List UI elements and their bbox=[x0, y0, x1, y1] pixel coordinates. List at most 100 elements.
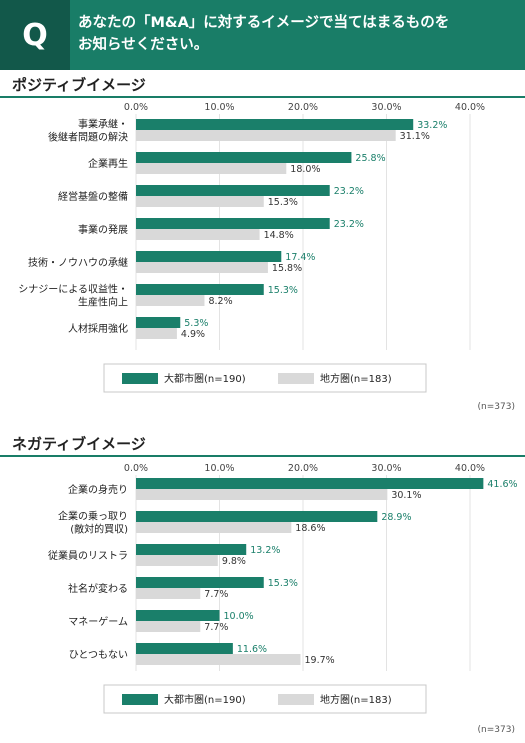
x-tick-label: 0.0% bbox=[124, 102, 148, 113]
data-label-metro: 25.8% bbox=[355, 153, 385, 164]
legend-label-local: 地方圏(n=183) bbox=[320, 372, 392, 385]
category-label: 企業の乗っ取り bbox=[58, 510, 128, 523]
legend-swatch-local bbox=[278, 694, 314, 705]
positive-chart: 0.0% 10.0% 20.0% 30.0% 40.0% 33.2% 31.1% 事業承継・後… bbox=[0, 98, 525, 398]
x-tick-label: 0.0% bbox=[124, 463, 148, 474]
bar-local bbox=[136, 489, 388, 500]
negative-chart: 0.0% 10.0% 20.0% 30.0% 40.0% 41.6% 30.1% 企業の身売り… bbox=[0, 457, 525, 722]
bar-local bbox=[136, 196, 264, 207]
bar-metro bbox=[136, 317, 181, 328]
category-label: 企業再生 bbox=[88, 157, 128, 170]
data-label-local: 14.8% bbox=[264, 230, 294, 241]
x-tick-label: 30.0% bbox=[371, 102, 401, 113]
data-label-local: 31.1% bbox=[400, 131, 430, 142]
category-label: マネーゲーム bbox=[68, 616, 128, 628]
category-label: 企業の身売り bbox=[68, 483, 128, 496]
category-label: (敵対的買収) bbox=[70, 523, 128, 536]
bar-metro bbox=[136, 577, 264, 588]
negative-n-note: (n=373) bbox=[477, 725, 515, 735]
category-label: 事業承継・ bbox=[78, 118, 128, 131]
positive-section-rule bbox=[0, 96, 525, 98]
bar-metro bbox=[136, 544, 247, 555]
data-label-metro: 28.9% bbox=[381, 512, 411, 523]
bar-local bbox=[136, 654, 301, 665]
question-text: あなたの「M&A」に対するイメージで当てはまるものを お知らせください。 bbox=[78, 12, 518, 56]
bar-local bbox=[136, 328, 177, 339]
x-tick-label: 40.0% bbox=[455, 102, 485, 113]
category-label: 後継者問題の解決 bbox=[48, 131, 128, 144]
data-label-metro: 11.6% bbox=[237, 644, 267, 655]
bar-metro bbox=[136, 185, 330, 196]
bar-local bbox=[136, 229, 260, 240]
legend-swatch-metro bbox=[122, 373, 158, 384]
data-label-local: 7.7% bbox=[204, 589, 228, 600]
data-label-metro: 13.2% bbox=[250, 545, 280, 556]
data-label-metro: 33.2% bbox=[417, 120, 447, 131]
legend-label-metro: 大都市圏(n=190) bbox=[164, 693, 246, 706]
bar-local bbox=[136, 163, 287, 174]
data-label-local: 19.7% bbox=[304, 655, 334, 666]
negative-section-title: ネガティブイメージ bbox=[12, 435, 146, 453]
data-label-local: 9.8% bbox=[222, 556, 246, 567]
data-label-local: 7.7% bbox=[204, 622, 228, 633]
positive-chart-svg: 0.0% 10.0% 20.0% 30.0% 40.0% 33.2%31.1% 事業承継・後… bbox=[18, 102, 485, 393]
bar-local bbox=[136, 262, 268, 273]
negative-chart-svg: 0.0% 10.0% 20.0% 30.0% 40.0%41.6% 30.1% 企業の身売り… bbox=[48, 463, 518, 714]
data-label-local: 4.9% bbox=[181, 329, 205, 340]
data-label-local: 30.1% bbox=[391, 490, 421, 501]
positive-n-note: (n=373) bbox=[477, 402, 515, 412]
bar-local bbox=[136, 588, 201, 599]
negative-section-rule bbox=[0, 455, 525, 457]
bar-metro bbox=[136, 218, 330, 229]
bar-local bbox=[136, 621, 201, 632]
x-tick-label: 40.0% bbox=[455, 463, 485, 474]
data-label-local: 18.6% bbox=[295, 523, 325, 534]
bar-metro bbox=[136, 643, 233, 654]
question-header: Q あなたの「M&A」に対するイメージで当てはまるものを お知らせください。 bbox=[0, 0, 525, 70]
category-label: ひとつもない bbox=[69, 649, 128, 661]
category-label: 社名が変わる bbox=[68, 582, 128, 595]
x-tick-label: 20.0% bbox=[288, 102, 318, 113]
bar-metro bbox=[136, 152, 352, 163]
data-label-metro: 5.3% bbox=[184, 318, 208, 329]
bar-metro bbox=[136, 478, 484, 489]
data-label-metro: 23.2% bbox=[334, 219, 364, 230]
category-label: 生産性向上 bbox=[78, 296, 128, 309]
data-label-metro: 23.2% bbox=[334, 186, 364, 197]
data-label-metro: 15.3% bbox=[268, 578, 298, 589]
bar-local bbox=[136, 130, 396, 141]
bar-local bbox=[136, 555, 218, 566]
legend-label-local: 地方圏(n=183) bbox=[320, 693, 392, 706]
data-label-local: 18.0% bbox=[290, 164, 320, 175]
bar-local bbox=[136, 295, 205, 306]
category-label: 経営基盤の整備 bbox=[58, 190, 128, 203]
data-label-local: 15.8% bbox=[272, 263, 302, 274]
x-tick-label: 10.0% bbox=[204, 102, 234, 113]
x-tick-label: 10.0% bbox=[204, 463, 234, 474]
question-line-1: あなたの「M&A」に対するイメージで当てはまるものを bbox=[78, 15, 450, 31]
x-tick-label: 20.0% bbox=[288, 463, 318, 474]
category-label: シナジーによる収益性・ bbox=[18, 283, 128, 296]
category-label: 従業員のリストラ bbox=[48, 549, 128, 562]
bar-metro bbox=[136, 511, 378, 522]
data-label-local: 15.3% bbox=[268, 197, 298, 208]
data-label-metro: 15.3% bbox=[268, 285, 298, 296]
bar-metro bbox=[136, 610, 220, 621]
legend-swatch-local bbox=[278, 373, 314, 384]
bar-metro bbox=[136, 119, 414, 130]
positive-section-title: ポジティブイメージ bbox=[12, 76, 146, 94]
question-line-2: お知らせください。 bbox=[78, 37, 209, 53]
x-tick-label: 30.0% bbox=[371, 463, 401, 474]
category-label: 技術・ノウハウの承継 bbox=[28, 256, 128, 269]
bar-metro bbox=[136, 251, 282, 262]
category-label: 人材採用強化 bbox=[68, 322, 128, 335]
legend-swatch-metro bbox=[122, 694, 158, 705]
legend-label-metro: 大都市圏(n=190) bbox=[164, 372, 246, 385]
data-label-local: 8.2% bbox=[208, 296, 232, 307]
data-label-metro: 10.0% bbox=[224, 611, 254, 622]
bar-metro bbox=[136, 284, 264, 295]
data-label-metro: 17.4% bbox=[285, 252, 315, 263]
category-label: 事業の発展 bbox=[78, 223, 128, 236]
data-label-metro: 41.6% bbox=[487, 479, 517, 490]
bar-local bbox=[136, 522, 292, 533]
